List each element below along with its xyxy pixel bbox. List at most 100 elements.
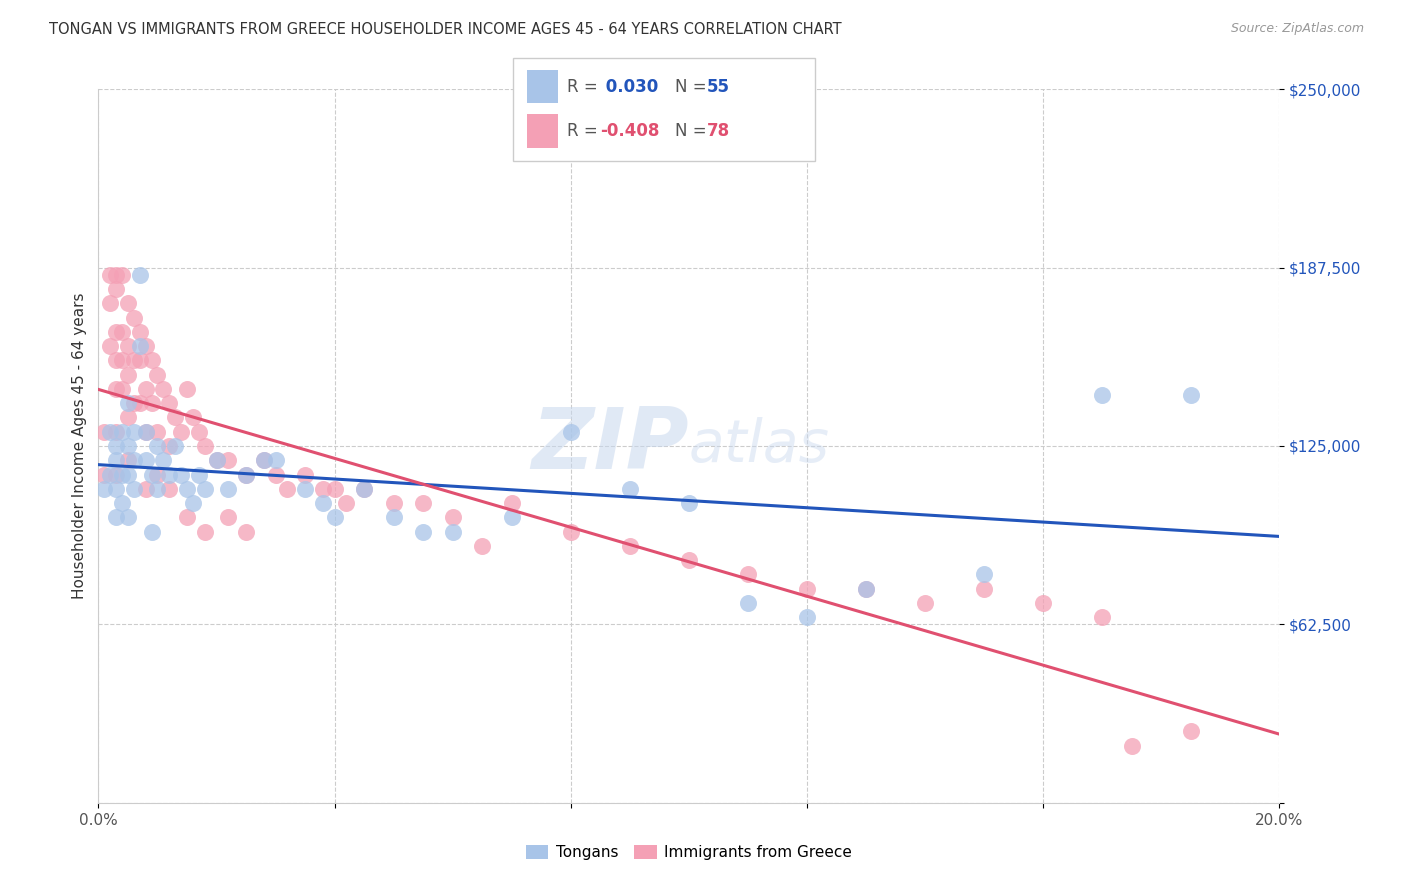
- Point: [146, 368, 169, 382]
- Point: [441, 510, 464, 524]
- Point: [323, 482, 346, 496]
- Point: [105, 453, 128, 467]
- Point: [105, 325, 128, 339]
- Point: [194, 439, 217, 453]
- Point: [105, 467, 128, 482]
- Point: [471, 539, 494, 553]
- Point: [235, 467, 257, 482]
- Point: [312, 496, 335, 510]
- Point: [181, 410, 204, 425]
- Point: [737, 567, 759, 582]
- Point: [122, 396, 145, 410]
- Point: [117, 396, 139, 410]
- Point: [93, 425, 115, 439]
- Point: [152, 382, 174, 396]
- Point: [181, 496, 204, 510]
- Point: [111, 382, 134, 396]
- Text: N =: N =: [675, 78, 711, 95]
- Point: [98, 425, 121, 439]
- Point: [253, 453, 276, 467]
- Point: [264, 467, 287, 482]
- Point: [412, 496, 434, 510]
- Text: Source: ZipAtlas.com: Source: ZipAtlas.com: [1230, 22, 1364, 36]
- Point: [135, 425, 157, 439]
- Point: [117, 410, 139, 425]
- Point: [353, 482, 375, 496]
- Point: [98, 467, 121, 482]
- Point: [1180, 724, 1202, 739]
- Point: [105, 282, 128, 296]
- Point: [176, 510, 198, 524]
- Point: [176, 382, 198, 396]
- Point: [146, 439, 169, 453]
- Point: [146, 425, 169, 439]
- Point: [122, 353, 145, 368]
- Point: [1032, 596, 1054, 610]
- Point: [128, 396, 150, 410]
- Point: [122, 310, 145, 325]
- Point: [152, 453, 174, 467]
- Point: [217, 453, 239, 467]
- Point: [93, 482, 115, 496]
- Point: [1180, 387, 1202, 401]
- Point: [294, 482, 316, 496]
- Point: [105, 510, 128, 524]
- Point: [111, 425, 134, 439]
- Point: [157, 396, 180, 410]
- Point: [235, 524, 257, 539]
- Point: [678, 553, 700, 567]
- Text: TONGAN VS IMMIGRANTS FROM GREECE HOUSEHOLDER INCOME AGES 45 - 64 YEARS CORRELATI: TONGAN VS IMMIGRANTS FROM GREECE HOUSEHO…: [49, 22, 842, 37]
- Point: [796, 610, 818, 624]
- Point: [141, 524, 163, 539]
- Point: [135, 482, 157, 496]
- Legend: Tongans, Immigrants from Greece: Tongans, Immigrants from Greece: [519, 839, 859, 866]
- Text: 78: 78: [707, 122, 730, 140]
- Text: 0.030: 0.030: [600, 78, 658, 95]
- Point: [382, 496, 405, 510]
- Point: [98, 339, 121, 353]
- Point: [1121, 739, 1143, 753]
- Point: [105, 382, 128, 396]
- Text: 55: 55: [707, 78, 730, 95]
- Point: [973, 582, 995, 596]
- Point: [105, 268, 128, 282]
- Point: [98, 296, 121, 310]
- Y-axis label: Householder Income Ages 45 - 64 years: Householder Income Ages 45 - 64 years: [72, 293, 87, 599]
- Point: [560, 425, 582, 439]
- Point: [276, 482, 298, 496]
- Point: [855, 582, 877, 596]
- Point: [117, 439, 139, 453]
- Point: [170, 425, 193, 439]
- Point: [560, 524, 582, 539]
- Point: [111, 325, 134, 339]
- Point: [141, 353, 163, 368]
- Point: [619, 539, 641, 553]
- Point: [914, 596, 936, 610]
- Point: [117, 368, 139, 382]
- Text: R =: R =: [567, 122, 603, 140]
- Point: [187, 467, 209, 482]
- Point: [264, 453, 287, 467]
- Point: [217, 482, 239, 496]
- Point: [157, 467, 180, 482]
- Point: [157, 482, 180, 496]
- Point: [105, 425, 128, 439]
- Point: [217, 510, 239, 524]
- Point: [146, 467, 169, 482]
- Point: [93, 467, 115, 482]
- Point: [205, 453, 228, 467]
- Point: [187, 425, 209, 439]
- Point: [117, 339, 139, 353]
- Point: [441, 524, 464, 539]
- Point: [796, 582, 818, 596]
- Point: [235, 467, 257, 482]
- Point: [737, 596, 759, 610]
- Point: [146, 482, 169, 496]
- Point: [678, 496, 700, 510]
- Text: -0.408: -0.408: [600, 122, 659, 140]
- Point: [98, 268, 121, 282]
- Point: [105, 353, 128, 368]
- Point: [135, 453, 157, 467]
- Point: [122, 425, 145, 439]
- Point: [194, 482, 217, 496]
